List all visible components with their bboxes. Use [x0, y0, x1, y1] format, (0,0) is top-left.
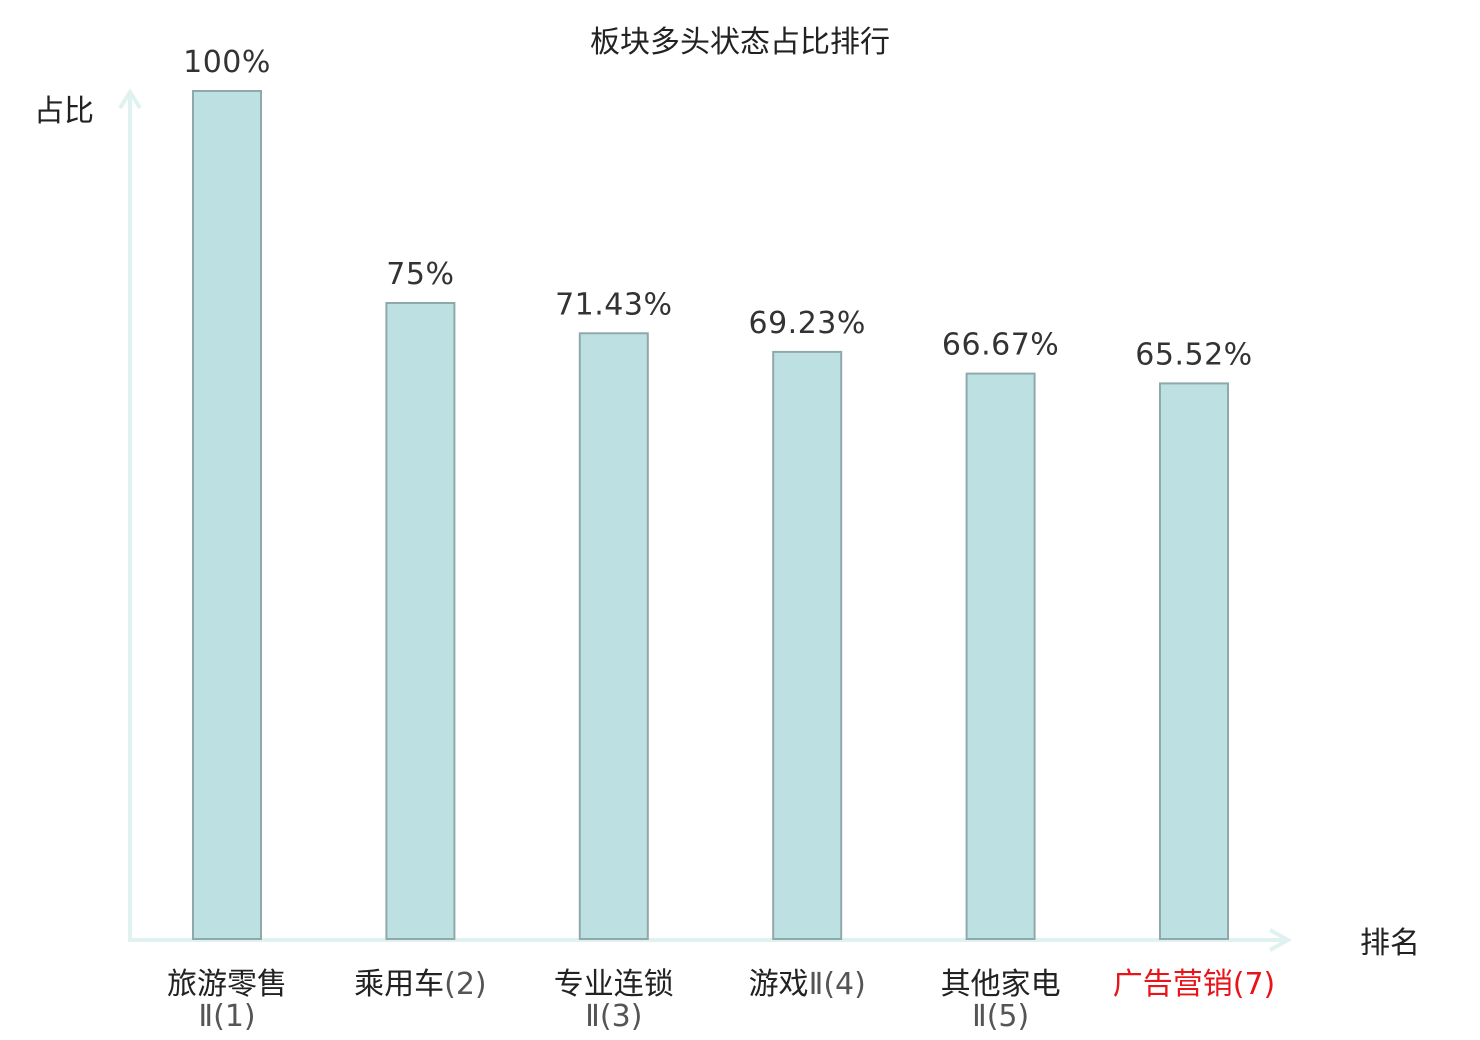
bar-5	[965, 372, 1036, 941]
category-label-3: 专业连锁 Ⅱ(3)	[554, 967, 674, 1034]
value-labels-group: 100% 75% 71.43% 69.23% 66.67% 65.52%	[183, 45, 1252, 372]
category-name: 广告营销	[1113, 967, 1233, 1002]
value-label-5: 66.67%	[942, 328, 1059, 363]
category-name: 游戏	[749, 967, 809, 1002]
value-label-2: 75%	[386, 257, 454, 292]
chart-title: 板块多头状态占比排行	[590, 25, 890, 60]
category-label-1: 旅游零售 Ⅱ(1)	[167, 967, 287, 1034]
y-axis-arrow	[118, 88, 142, 110]
x-axis-title: 排名	[1360, 926, 1420, 961]
category-label-2: 乘用车(2)	[354, 967, 487, 1002]
category-rank: Ⅱ(4)	[809, 967, 866, 1002]
axes	[118, 88, 1293, 952]
value-label-1: 100%	[183, 45, 271, 80]
bar-2	[385, 302, 456, 940]
category-name: 其他家电	[941, 967, 1061, 1002]
value-label-3: 71.43%	[555, 287, 672, 322]
category-rank: (7)	[1233, 967, 1276, 1002]
category-name: 旅游零售	[167, 967, 287, 1002]
bar-4	[772, 350, 843, 940]
bar-3	[578, 332, 649, 940]
bar-1	[192, 90, 262, 940]
category-label-6: 广告营销(7)	[1113, 967, 1276, 1002]
bar-6	[1159, 382, 1229, 940]
bars-group	[192, 90, 1229, 941]
category-label-4: 游戏Ⅱ(4)	[749, 967, 866, 1002]
value-label-6: 65.52%	[1135, 337, 1252, 372]
category-rank: (2)	[444, 967, 487, 1002]
category-labels-group: 旅游零售 Ⅱ(1) 乘用车(2) 专业连锁 Ⅱ(3) 游戏Ⅱ(4) 其他家电 Ⅱ(5) 广告营销…	[167, 967, 1275, 1034]
category-name: 乘用车	[354, 967, 444, 1002]
category-rank: Ⅱ(5)	[972, 999, 1029, 1034]
x-axis-arrow	[1269, 928, 1293, 952]
category-name: 专业连锁	[554, 967, 674, 1002]
category-rank: Ⅱ(1)	[198, 999, 255, 1034]
category-label-5: 其他家电 Ⅱ(5)	[941, 967, 1061, 1034]
y-axis-title: 占比	[34, 94, 94, 129]
value-label-4: 69.23%	[749, 306, 866, 341]
category-rank: Ⅱ(3)	[585, 999, 642, 1034]
